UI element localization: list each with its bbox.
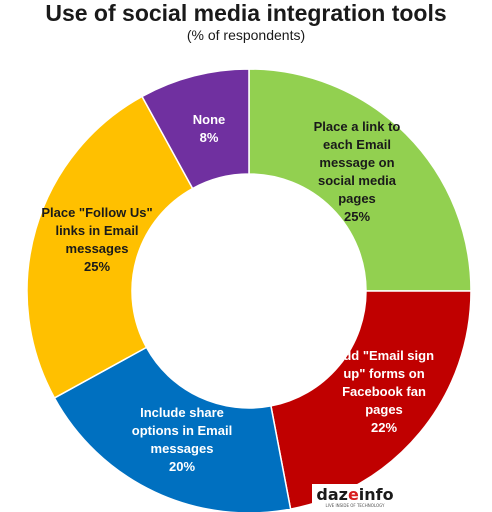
donut-slices [26,68,472,512]
watermark-tagline: LIVE INSIDE OF TECHNOLOGY [326,503,385,508]
donut-slice [53,346,292,512]
dazeinfo-logo: dazeinfo LIVE INSIDE OF TECHNOLOGY [312,484,398,510]
slice-label: Include share options in Email messages 20% [132,405,232,474]
donut-slice [141,68,250,190]
donut-slice [248,68,472,292]
slice-label: None 8% [193,112,226,145]
slice-label: Add "Email sign up" forms on Facebook fan p… [334,348,434,435]
donut-slice [26,95,194,399]
slice-label: Place "Follow Us" links in Email messages 2… [41,205,152,274]
chart-subtitle: (% of respondents) [187,27,305,43]
slice-label: Place a link to each Email message on socia… [314,119,401,224]
slice-labels: Place a link to each Email message on socia… [41,112,434,474]
watermark-brand-text: dazeinfo [316,485,393,504]
chart-title: Use of social media integration tools [45,0,446,26]
donut-slice [270,290,472,510]
